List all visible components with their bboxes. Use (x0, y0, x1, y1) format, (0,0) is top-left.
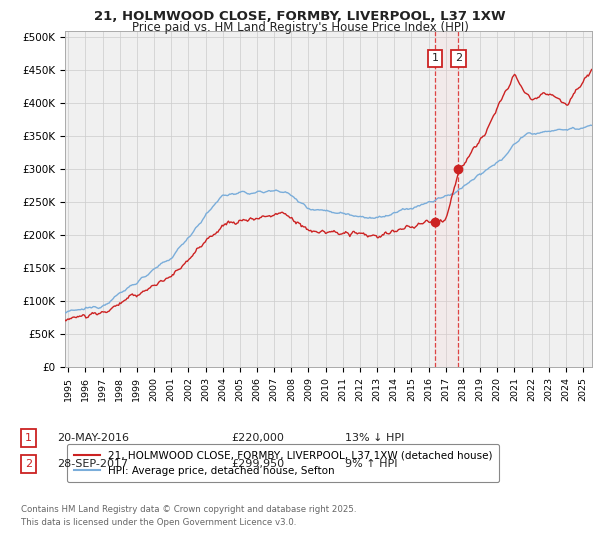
Text: 1: 1 (431, 53, 439, 63)
Text: 2: 2 (25, 459, 32, 469)
Bar (435, 31, 458, 367)
Text: Price paid vs. HM Land Registry's House Price Index (HPI): Price paid vs. HM Land Registry's House … (131, 21, 469, 34)
Text: 2: 2 (455, 53, 462, 63)
Text: £220,000: £220,000 (231, 433, 284, 443)
Text: 9% ↑ HPI: 9% ↑ HPI (345, 459, 398, 469)
Text: 20-MAY-2016: 20-MAY-2016 (57, 433, 129, 443)
Text: £299,950: £299,950 (231, 459, 284, 469)
Text: Contains HM Land Registry data © Crown copyright and database right 2025.
This d: Contains HM Land Registry data © Crown c… (21, 505, 356, 526)
Text: 21, HOLMWOOD CLOSE, FORMBY, LIVERPOOL, L37 1XW: 21, HOLMWOOD CLOSE, FORMBY, LIVERPOOL, L… (94, 10, 506, 23)
Text: 1: 1 (25, 433, 32, 443)
Legend: 21, HOLMWOOD CLOSE, FORMBY, LIVERPOOL, L37 1XW (detached house), HPI: Average pr: 21, HOLMWOOD CLOSE, FORMBY, LIVERPOOL, L… (67, 444, 499, 482)
Text: 13% ↓ HPI: 13% ↓ HPI (345, 433, 404, 443)
Text: 28-SEP-2017: 28-SEP-2017 (57, 459, 128, 469)
